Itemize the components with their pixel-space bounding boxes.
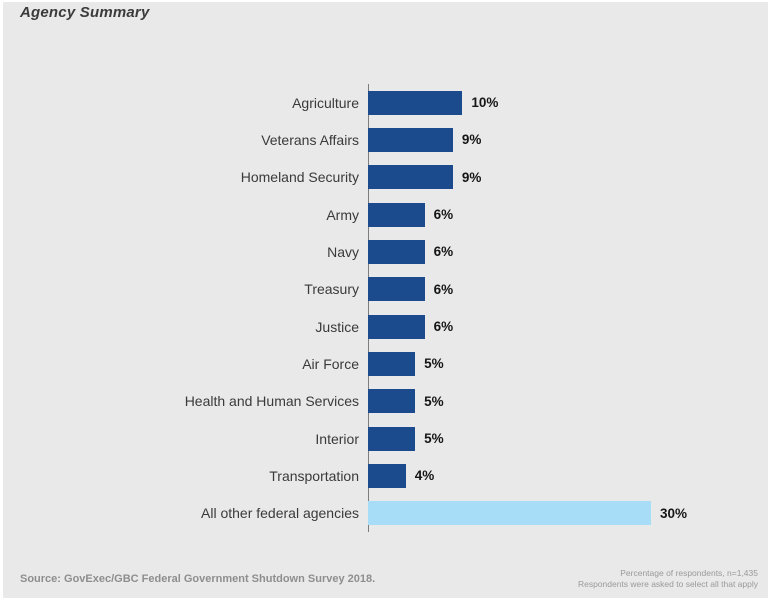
bar <box>368 127 453 152</box>
bar <box>368 239 425 264</box>
bar <box>368 277 425 302</box>
bar <box>368 90 463 115</box>
category-label: All other federal agencies <box>201 505 359 522</box>
value-label: 5% <box>424 393 444 409</box>
bar <box>368 202 425 227</box>
value-label: 6% <box>433 281 454 297</box>
y-axis-line <box>368 84 369 532</box>
category-label: Army <box>326 206 359 223</box>
chart-row: Navy 6% <box>3 233 768 270</box>
chart-row: Army 6% <box>3 196 768 233</box>
value-label: 5% <box>424 356 444 372</box>
bar <box>368 314 425 339</box>
bar <box>368 351 416 376</box>
bar <box>368 426 416 451</box>
category-label: Interior <box>315 430 359 447</box>
bar <box>368 389 416 414</box>
category-label: Air Force <box>302 355 359 372</box>
category-label: Homeland Security <box>240 169 359 186</box>
category-label: Agriculture <box>292 94 359 111</box>
chart-row: Health and Human Services 5% <box>3 383 768 420</box>
chart-row: Veterans Affairs 9% <box>3 121 768 158</box>
value-label: 6% <box>433 319 454 335</box>
bar <box>368 463 406 488</box>
chart-canvas: Agency Summary Agriculture 10% Veterans Af… <box>3 2 768 598</box>
bar-chart: Agriculture 10% Veterans Affairs 9% Homeland… <box>3 84 768 532</box>
footnote-line-1: Percentage of respondents, n=1,435 <box>620 568 758 578</box>
bar <box>368 165 453 190</box>
chart-title: Agency Summary <box>20 4 150 21</box>
chart-row: Air Force 5% <box>3 345 768 382</box>
value-label: 4% <box>414 468 435 484</box>
chart-row: Homeland Security 9% <box>3 159 768 196</box>
source-note: Source: GovExec/GBC Federal Government S… <box>20 573 376 585</box>
category-label: Treasury <box>304 281 359 298</box>
category-label: Health and Human Services <box>184 393 359 410</box>
value-label: 30% <box>660 505 688 521</box>
category-label: Veterans Affairs <box>261 131 359 148</box>
category-label: Justice <box>315 318 359 335</box>
chart-row: Treasury 6% <box>3 271 768 308</box>
chart-row: Justice 6% <box>3 308 768 345</box>
chart-row: Interior 5% <box>3 420 768 457</box>
value-label: 5% <box>424 431 444 447</box>
chart-row: Transportation 4% <box>3 457 768 494</box>
value-label: 9% <box>461 132 482 148</box>
value-label: 6% <box>433 207 454 223</box>
chart-row: Agriculture 10% <box>3 84 768 121</box>
footnote-line-2: Respondents were asked to select all tha… <box>577 579 758 589</box>
footnote: Percentage of respondents, n=1,435 Respo… <box>578 568 758 590</box>
bar-highlighted <box>368 501 651 526</box>
category-label: Navy <box>327 243 359 260</box>
category-label: Transportation <box>269 467 359 484</box>
value-label: 10% <box>471 95 499 111</box>
value-label: 6% <box>433 244 454 260</box>
chart-row: All other federal agencies 30% <box>3 495 768 532</box>
value-label: 9% <box>461 169 482 185</box>
